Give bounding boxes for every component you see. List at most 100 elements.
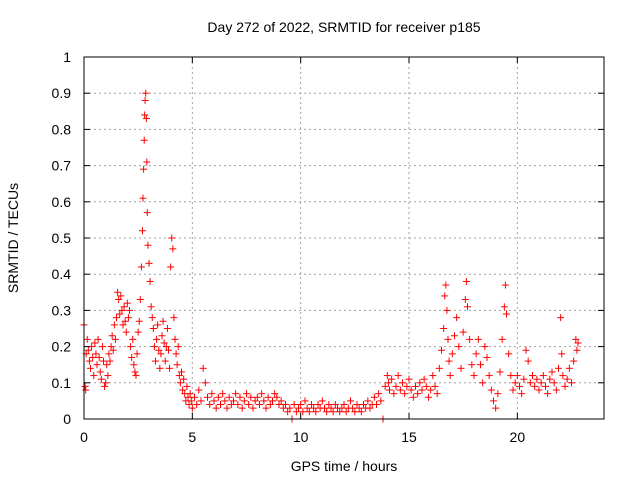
data-point <box>555 364 562 372</box>
data-point <box>522 346 530 354</box>
data-point <box>503 310 510 318</box>
data-point <box>193 401 201 409</box>
grid-layer <box>84 57 604 419</box>
y-tick-label: 0.1 <box>52 375 72 391</box>
data-point <box>435 364 443 372</box>
x-tick-label: 0 <box>80 429 88 445</box>
data-point <box>206 401 214 409</box>
data-point <box>550 379 558 387</box>
data-point <box>388 375 396 383</box>
data-point <box>470 372 478 380</box>
data-point <box>557 314 565 322</box>
data-point <box>114 288 122 296</box>
data-point <box>490 397 497 405</box>
data-point <box>422 382 430 390</box>
data-point <box>520 375 528 383</box>
data-point <box>106 357 114 365</box>
data-point <box>314 401 322 409</box>
data-point <box>544 390 552 398</box>
data-point <box>511 379 519 387</box>
data-point <box>238 404 246 412</box>
data-point <box>347 397 354 405</box>
data-point <box>286 404 294 412</box>
data-point <box>191 393 198 401</box>
data-point <box>108 332 116 340</box>
data-point <box>340 401 348 409</box>
data-point <box>168 234 176 242</box>
data-point <box>162 343 170 351</box>
data-point <box>146 277 154 285</box>
data-point <box>132 372 140 380</box>
data-point <box>568 379 575 387</box>
data-point <box>572 335 580 343</box>
data-point <box>353 401 361 409</box>
data-point <box>251 397 259 405</box>
data-point <box>149 325 157 332</box>
data-point <box>165 346 172 354</box>
data-point <box>82 386 90 394</box>
data-point <box>453 314 461 322</box>
x-tick-label: 20 <box>510 429 526 445</box>
data-point <box>399 379 406 387</box>
data-point <box>141 111 149 119</box>
data-point <box>204 393 211 401</box>
axes-layer: 0 5 10 15 20 0 0.1 0.2 0.3 0.4 0.5 0.6 0.7 0.8 0.9 1 <box>52 49 605 445</box>
data-point <box>105 350 113 358</box>
data-point <box>147 303 155 311</box>
data-point <box>513 372 521 380</box>
data-point <box>323 408 331 416</box>
data-point <box>425 393 432 401</box>
data-point <box>158 332 166 340</box>
data-point <box>225 393 233 401</box>
data-point <box>219 390 227 398</box>
data-point <box>542 382 549 390</box>
data-point <box>221 397 229 405</box>
data-point <box>448 350 456 358</box>
data-point <box>144 241 152 249</box>
data-point <box>429 372 437 380</box>
data-point <box>277 397 285 405</box>
data-point <box>142 115 150 123</box>
data-point <box>418 386 426 394</box>
data-point <box>355 404 363 412</box>
data-point <box>137 263 145 271</box>
data-point <box>349 404 357 412</box>
data-point <box>442 281 450 289</box>
y-tick-label: 0.2 <box>52 339 72 355</box>
data-point <box>392 382 400 390</box>
data-point <box>303 404 311 412</box>
data-point <box>199 364 207 372</box>
data-point <box>178 368 185 376</box>
data-point <box>104 372 112 380</box>
data-point <box>145 259 153 267</box>
data-point <box>156 364 164 372</box>
data-point <box>118 306 126 314</box>
data-point <box>310 404 318 412</box>
data-point <box>170 314 178 322</box>
data-point <box>214 393 222 401</box>
x-tick-label: 5 <box>188 429 196 445</box>
data-point <box>445 357 453 365</box>
data-point <box>117 292 125 300</box>
data-point <box>174 343 182 351</box>
data-point <box>409 393 417 401</box>
data-point <box>136 296 144 304</box>
data-point <box>173 361 181 369</box>
data-point <box>179 386 187 394</box>
data-point <box>160 339 168 347</box>
x-tick-label: 15 <box>401 429 417 445</box>
data-point <box>167 263 175 271</box>
data-point <box>161 357 169 365</box>
data-point <box>126 306 133 314</box>
data-point <box>89 353 97 361</box>
data-point <box>501 281 509 289</box>
data-point <box>364 397 372 405</box>
data-point <box>81 382 89 390</box>
data-point <box>92 350 100 358</box>
y-tick-label: 0.4 <box>52 266 72 282</box>
data-point <box>142 89 150 97</box>
data-point <box>143 209 151 217</box>
data-point <box>232 390 240 398</box>
data-point <box>101 382 109 390</box>
data-point <box>412 382 419 390</box>
